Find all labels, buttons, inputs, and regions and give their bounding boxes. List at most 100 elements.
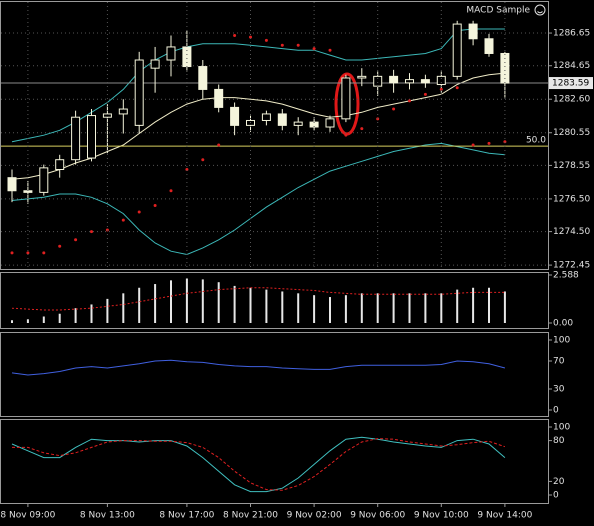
histogram-bar — [185, 278, 188, 323]
sar-dot — [42, 251, 46, 255]
sar-dot — [439, 87, 443, 91]
sar-dot — [423, 92, 427, 96]
histogram-bar — [376, 293, 379, 323]
histogram-bar — [201, 279, 204, 323]
y-tick-label: 1284.65 — [553, 61, 590, 71]
histogram-bar — [26, 319, 29, 323]
sar-dot — [503, 140, 507, 144]
y-tick-label: 30 — [553, 385, 565, 395]
y-tick-label: 0 — [553, 491, 559, 501]
sar-dot — [471, 143, 475, 147]
y-tick-label: 80 — [553, 436, 565, 446]
sar-dot — [280, 43, 284, 47]
candle-body — [134, 59, 144, 126]
histogram-bar — [456, 289, 459, 323]
y-tick-label: 2.588 — [553, 271, 579, 281]
sar-dot — [105, 228, 109, 232]
candle-body — [357, 75, 367, 79]
histogram-bar — [424, 293, 427, 323]
histogram-bar — [344, 295, 347, 323]
sar-dot — [10, 251, 14, 255]
histogram-bar — [360, 293, 363, 323]
histogram-bar — [106, 298, 109, 323]
y-tick-label: 1282.60 — [553, 95, 590, 105]
y-tick-label: 1276.50 — [553, 194, 590, 204]
sar-dot — [185, 168, 189, 171]
x-tick-label: 9 Nov 06:00 — [350, 511, 405, 521]
x-tick-label: 9 Nov 02:00 — [287, 511, 342, 521]
candle-body — [102, 113, 112, 118]
sar-dot — [26, 251, 30, 255]
histogram-bar — [170, 280, 172, 323]
x-tick-label: 9 Nov 14:00 — [477, 511, 532, 521]
histogram-bar — [408, 293, 411, 323]
indicator-line — [11, 436, 506, 493]
histogram-bar — [11, 320, 13, 323]
histogram-bar — [329, 297, 331, 323]
candle-body — [55, 159, 65, 171]
y-tick-label: 100 — [553, 423, 570, 433]
histogram-bar — [122, 293, 125, 323]
candle-body — [87, 115, 96, 159]
histogram-bar — [281, 291, 284, 323]
indicator-line — [11, 359, 506, 376]
candle-body — [230, 106, 240, 126]
histogram-bar — [472, 287, 475, 323]
candle-body — [373, 75, 383, 87]
sar-dot — [74, 238, 78, 242]
sar-dot — [328, 48, 332, 52]
histogram-bar — [440, 293, 443, 323]
histogram-bar — [138, 287, 141, 323]
macd-panel-frame — [0, 272, 549, 329]
y-tick-label: 0.00 — [553, 319, 573, 329]
sar-dot — [233, 34, 237, 37]
x-tick-label: 8 Nov 17:00 — [159, 511, 214, 521]
x-tick-label: 9 Nov 10:00 — [414, 511, 469, 521]
y-tick-label: 1274.50 — [553, 227, 590, 237]
x-tick-label: 8 Nov 21:00 — [223, 511, 278, 521]
smiley-icon — [534, 4, 546, 16]
histogram-bar — [392, 293, 395, 323]
histogram-bar — [90, 304, 93, 323]
histogram-bar — [503, 291, 506, 323]
candle-body — [118, 108, 128, 115]
band-upper — [11, 28, 505, 143]
sar-dot — [169, 189, 173, 193]
sar-dot — [360, 127, 364, 131]
band-lower — [11, 142, 505, 256]
y-tick-label: 1278.55 — [553, 161, 590, 171]
level-label: 50.0 — [526, 136, 546, 146]
sar-dot — [249, 35, 252, 39]
signal-line — [11, 287, 505, 311]
sar-dot — [344, 133, 348, 137]
candle-body — [261, 113, 271, 121]
highlight-ellipse — [334, 72, 360, 136]
histogram-bar — [313, 295, 316, 323]
candle-body — [150, 59, 160, 69]
current-price-label: 1283.59 — [552, 79, 589, 89]
histogram-bar — [154, 284, 157, 323]
x-tick-label: 8 Nov 13:00 — [80, 511, 135, 521]
candle-body — [420, 79, 430, 84]
y-tick-label: 1280.55 — [553, 128, 590, 138]
y-tick-label: 70 — [553, 357, 565, 367]
candle-body — [484, 38, 494, 54]
candle-body — [405, 79, 414, 84]
candle-body — [500, 52, 510, 84]
candle-body — [341, 77, 351, 120]
x-tick-label: 8 Nov 09:00 — [0, 511, 55, 521]
histogram-bar — [58, 313, 61, 323]
y-tick-label: 100 — [553, 336, 570, 346]
candle-body — [198, 66, 208, 90]
candle-body — [452, 23, 462, 77]
sar-dot — [312, 47, 316, 51]
candle-body — [39, 167, 49, 193]
main-panel-frame — [0, 1, 549, 270]
sar-dot — [217, 143, 221, 147]
rsi-panel-frame — [0, 332, 549, 417]
sar-dot — [392, 107, 396, 111]
signal-line — [12, 438, 506, 491]
sar-dot — [58, 244, 62, 248]
sar-dot — [264, 38, 268, 42]
